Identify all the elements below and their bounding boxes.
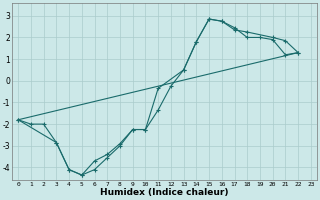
X-axis label: Humidex (Indice chaleur): Humidex (Indice chaleur) [100,188,229,197]
